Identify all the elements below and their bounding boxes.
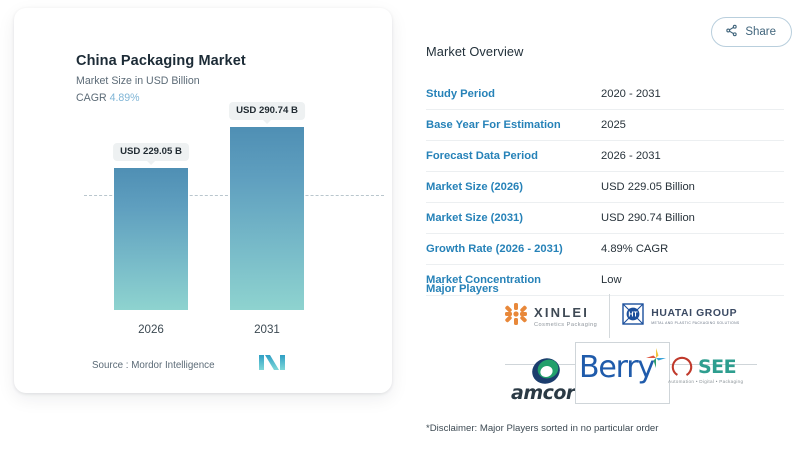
table-row: Growth Rate (2026 - 2031) 4.89% CAGR [426,234,784,265]
share-button[interactable]: Share [711,17,792,47]
row-key: Market Concentration [426,274,541,286]
cagr-label: CAGR [76,91,107,104]
row-value: 2020 - 2031 [601,88,661,100]
amcor-mark-icon [529,356,563,391]
huatai-mark-icon: HT [622,302,644,330]
bar-value-label-2031: USD 290.74 B [229,102,305,120]
row-key: Market Size (2026) [426,181,524,193]
table-row: Market Size (2026) USD 229.05 Billion [426,172,784,203]
row-value: USD 229.05 Billion [601,181,695,193]
xinlei-logo: XINLEI Cosmetics Packaging [505,302,598,330]
x-axis-tick-2031: 2031 [254,323,280,336]
logo-divider [609,294,611,338]
chart-title: China Packaging Market [76,53,246,69]
major-players-logo-row-bottom: amcor Berry SEE Automation • Digital • P… [505,342,758,404]
market-overview-table: Study Period 2020 - 2031 Base Year For E… [426,79,784,296]
major-players-title: Major Players [426,283,499,295]
see-tagline: Automation • Digital • Packaging [668,379,744,384]
amcor-logo: amcor [505,356,605,404]
row-value: Low [601,274,622,286]
table-row: Base Year For Estimation 2025 [426,110,784,141]
see-logo: SEE Automation • Digital • Packaging [668,354,758,394]
row-key: Forecast Data Period [426,150,538,162]
berry-logo: Berry [575,342,670,404]
row-key: Market Size (2031) [426,212,524,224]
source-text: Source : Mordor Intelligence [92,359,215,371]
bar-2026[interactable] [114,168,188,310]
see-name: SEE [698,356,737,378]
row-value: 4.89% CAGR [601,243,669,255]
chart-header: China Packaging Market Market Size in US… [76,52,376,104]
cagr-value: 4.89% [109,91,140,104]
amcor-name: amcor [511,382,575,404]
bar-chart-plot: USD 229.05 B USD 290.74 B 2026 2031 [14,102,392,348]
bar-group-2031[interactable]: USD 290.74 B [229,102,305,310]
huatai-name: HUATAI GROUP [651,307,738,319]
row-value: USD 290.74 Billion [601,212,695,224]
market-overview-panel: Market Overview Study Period 2020 - 2031… [426,44,784,296]
berry-name: Berry [579,350,655,385]
share-label: Share [745,26,776,38]
chart-card: China Packaging Market Market Size in US… [14,8,392,393]
svg-text:HT: HT [629,311,639,318]
table-row: Forecast Data Period 2026 - 2031 [426,141,784,172]
huatai-group-logo: HT HUATAI GROUP METAL AND PLASTIC PACKAG… [622,302,740,330]
bar-value-label-2026: USD 229.05 B [113,143,189,161]
bar-2031[interactable] [230,127,304,310]
xinlei-mark-icon [505,302,527,330]
huatai-tagline: METAL AND PLASTIC PACKAGING SOLUTIONS [651,320,740,325]
row-key: Growth Rate (2026 - 2031) [426,243,563,255]
chart-cagr: CAGR 4.89% [76,92,376,104]
see-ring-icon [670,355,694,384]
table-row: Market Concentration Low [426,265,784,296]
source-row: Source : Mordor Intelligence [92,355,382,375]
table-row: Study Period 2020 - 2031 [426,79,784,110]
bar-group-2026[interactable]: USD 229.05 B [113,143,189,310]
table-row: Market Size (2031) USD 290.74 Billion [426,203,784,234]
chart-subtitle: Market Size in USD Billion [76,75,200,88]
berry-star-icon [645,347,667,374]
row-value: 2025 [601,119,626,131]
disclaimer-text: *Disclaimer: Major Players sorted in no … [426,423,659,434]
overview-title: Market Overview [426,44,524,59]
xinlei-tagline: Cosmetics Packaging [534,321,598,328]
x-axis-tick-2026: 2026 [138,323,164,336]
share-icon [725,24,738,40]
major-players-logo-row-top: XINLEI Cosmetics Packaging HT HUATAI GRO… [505,294,740,338]
row-key: Base Year For Estimation [426,119,561,131]
row-key: Study Period [426,88,495,100]
row-value: 2026 - 2031 [601,150,661,162]
mordor-intelligence-logo [258,355,287,375]
xinlei-name: XINLEI [534,304,590,320]
